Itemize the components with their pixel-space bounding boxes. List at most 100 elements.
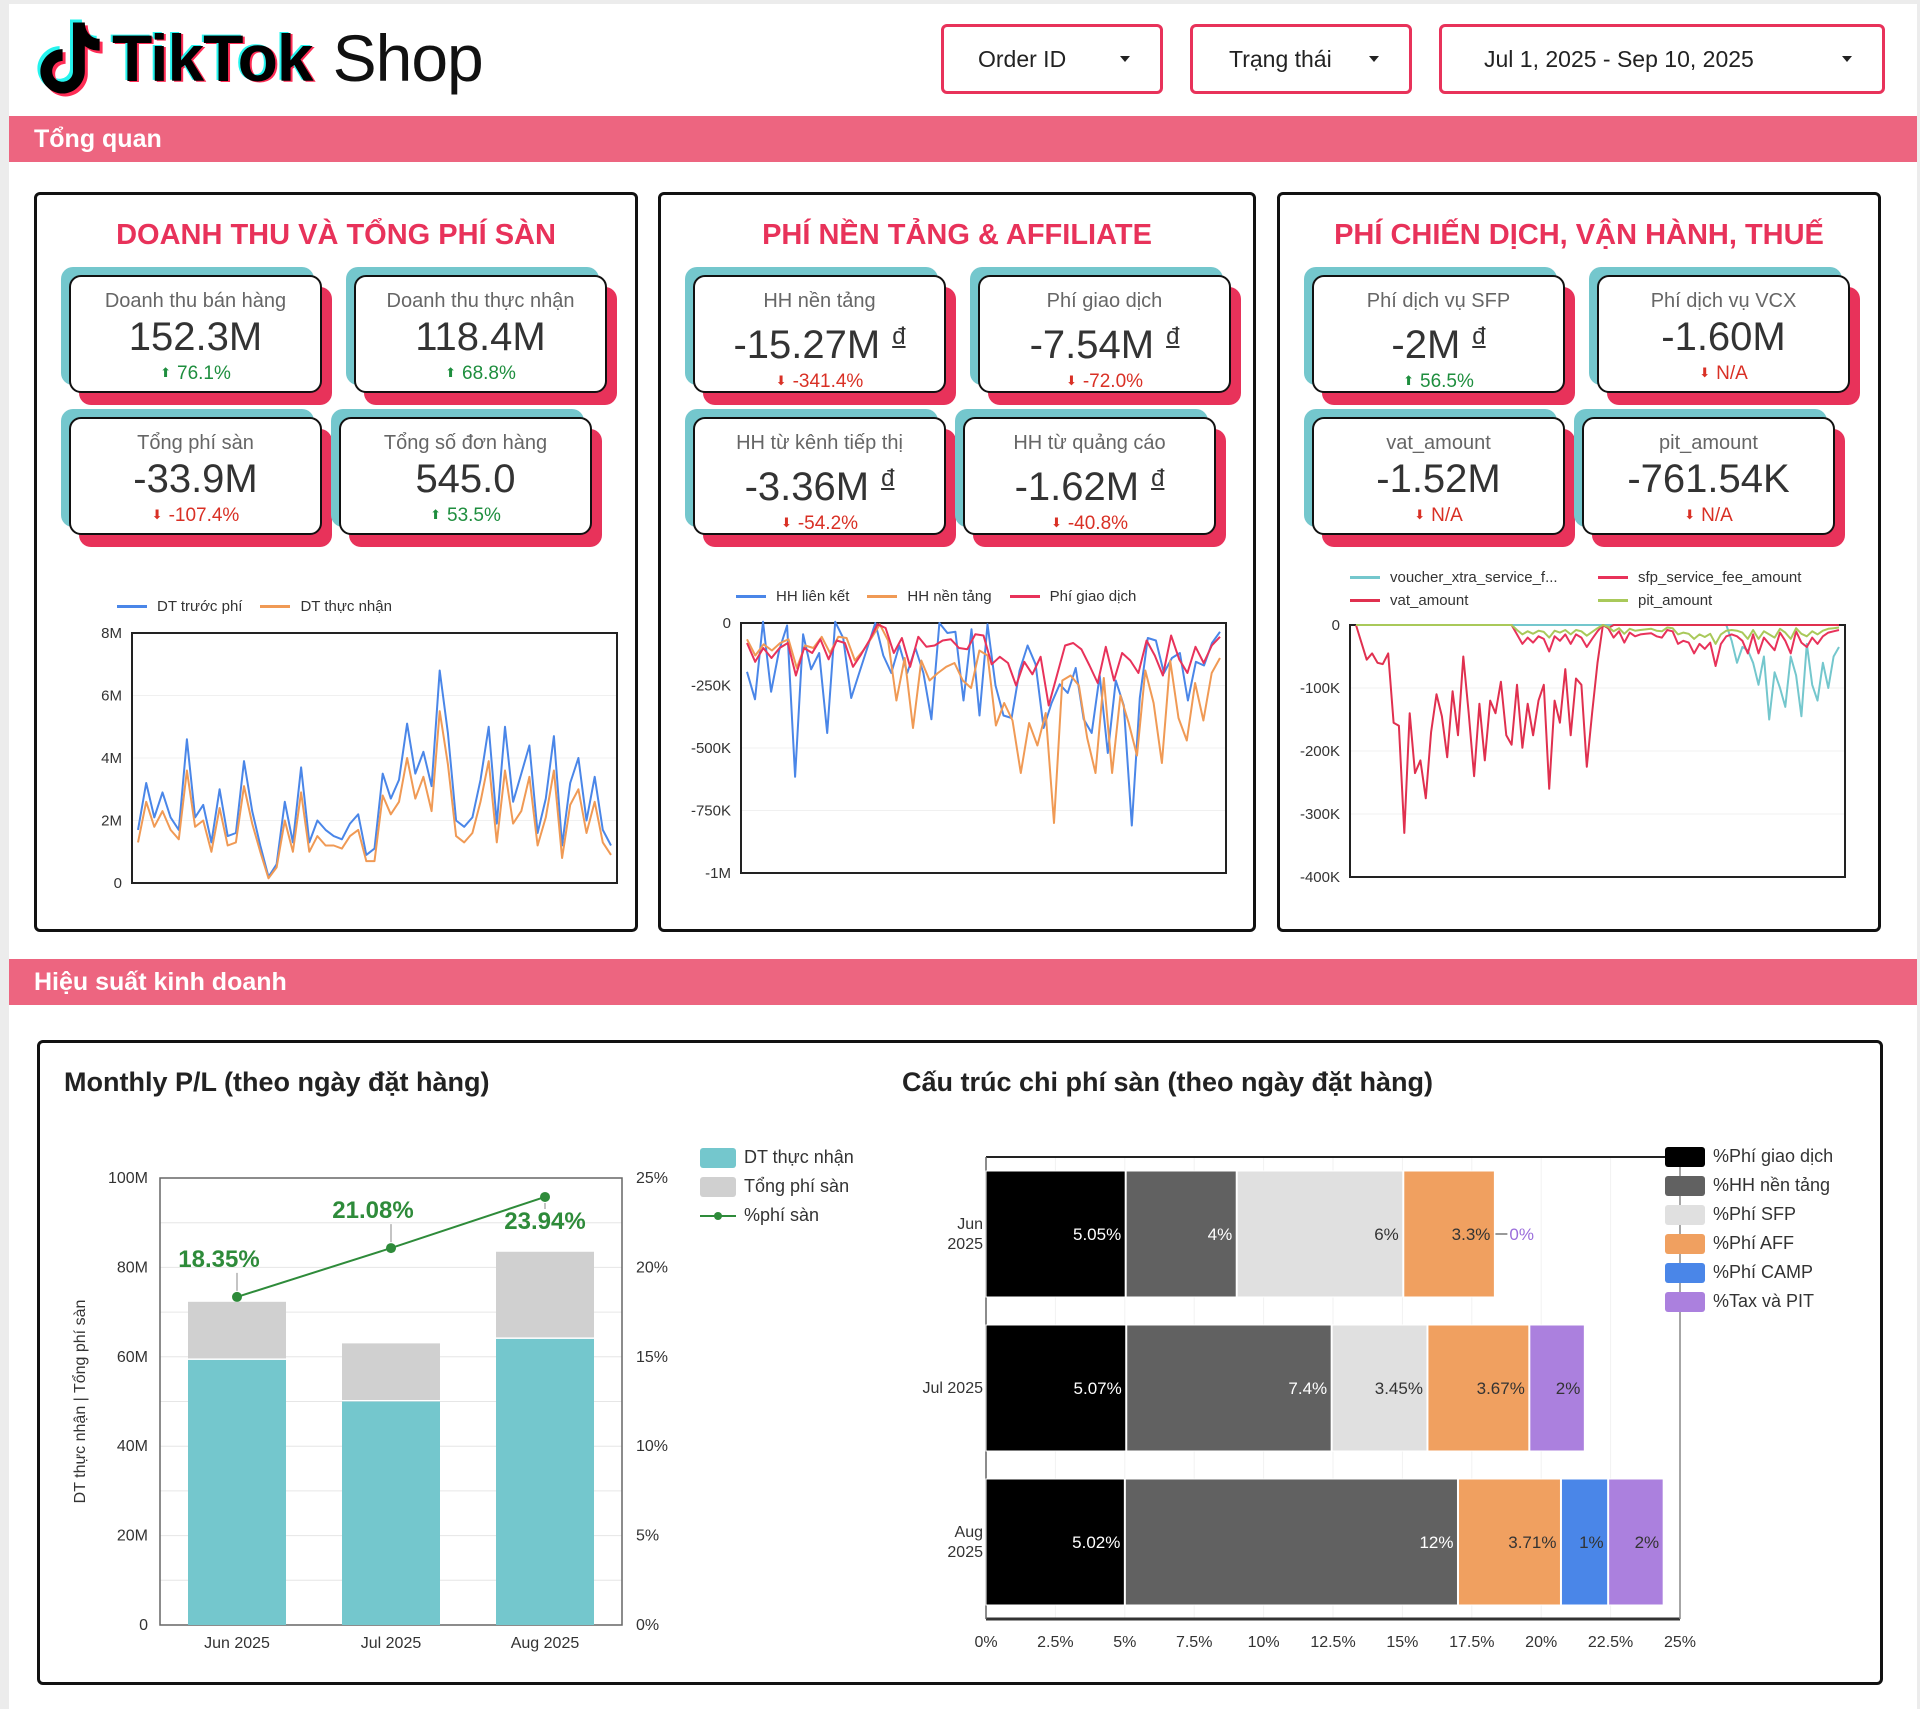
y-tick-label: -1M <box>705 865 731 882</box>
legend-item: voucher_xtra_service_f... <box>1350 569 1580 586</box>
arrow-down-icon: ⬇ <box>775 373 787 388</box>
kpi-delta: ⬇ -107.4% <box>71 505 320 527</box>
kpi-value-row: -7.54M đ <box>980 315 1229 367</box>
legend-swatch <box>1009 595 1040 598</box>
bar-fee <box>188 1301 286 1359</box>
legend-line-marker-icon <box>700 1211 736 1220</box>
kpi-card: HH từ kênh tiếp thị -3.36M đ ⬇ -54.2% <box>685 409 956 547</box>
kpi-delta: ⬆ 53.5% <box>341 505 590 527</box>
y-tick-label: 8M <box>101 627 122 642</box>
segment-1 <box>1126 1324 1332 1452</box>
kpi-card-body: HH từ kênh tiếp thị -3.36M đ ⬇ -54.2% <box>693 417 946 535</box>
y-axis-title: DT thực nhận | Tổng phí sàn <box>71 1300 89 1504</box>
kpi-label: HH từ kênh tiếp thị <box>736 432 903 454</box>
caret-down-icon <box>1842 56 1852 62</box>
currency-symbol: đ <box>1151 465 1165 492</box>
segment-5 <box>1529 1324 1585 1452</box>
kpi-label: Phí dịch vụ SFP <box>1366 290 1511 312</box>
y-tick-label: 6M <box>101 688 122 705</box>
chart-legend: DT trước phí DT thực nhận <box>117 598 410 615</box>
kpi-card: pit_amount -761.54K ⬇ N/A <box>1574 409 1845 547</box>
kpi-label: pit_amount <box>1659 432 1758 454</box>
kpi-value: -3.36M <box>744 465 870 509</box>
kpi-value: 545.0 <box>415 457 516 501</box>
order-id-filter[interactable]: Order ID <box>941 24 1163 94</box>
kpi-delta-value: 76.1% <box>177 363 231 384</box>
segment-label: 3.3% <box>1452 1225 1491 1244</box>
fee-structure-chart: 0% 2.5% 5% 7.5% 10% 12.5% 15% 17.5% 20% 22.5% 25% J… <box>923 1156 1696 1651</box>
pct-fee-label: 21.08% <box>332 1197 413 1224</box>
chart-legend: voucher_xtra_service_f... sfp_service_fe… <box>1350 569 1870 609</box>
kpi-card-body: Doanh thu bán hàng 152.3M ⬆ 76.1% <box>69 275 322 393</box>
revenue-line-chart: 0 2M 4M 6M 8M <box>101 627 618 892</box>
kpi-value-row: 545.0 <box>341 457 590 501</box>
kpi-delta: ⬇ -54.2% <box>695 513 944 535</box>
segment-label: 3.71% <box>1508 1533 1556 1552</box>
bar-fee <box>496 1251 594 1338</box>
x-tick-label: Jul 2025 <box>361 1635 422 1652</box>
currency-symbol: đ <box>881 465 895 492</box>
pct-fee-label: 18.35% <box>178 1246 259 1273</box>
y-tick-label: Jun <box>957 1216 983 1233</box>
legend-item: DT trước phí <box>117 598 242 615</box>
x-tick-label: 5% <box>1113 1634 1136 1651</box>
tiktok-shop-logo: TikTok Shop <box>34 18 484 98</box>
kpi-label: HH từ quảng cáo <box>1013 432 1166 454</box>
kpi-value: -7.54M <box>1029 323 1155 367</box>
filter-label: Trạng thái <box>1229 45 1332 72</box>
legend-item: %Phí SFP <box>1665 1200 1833 1229</box>
currency-symbol: đ <box>892 323 906 350</box>
kpi-delta: ⬇ -341.4% <box>695 371 944 393</box>
y-tick-label: 0 <box>723 615 731 632</box>
kpi-delta: ⬆ 76.1% <box>71 363 320 385</box>
kpi-delta-value: N/A <box>1716 363 1748 384</box>
date-range-filter[interactable]: Jul 1, 2025 - Sep 10, 2025 <box>1439 24 1885 94</box>
panel-revenue: DOANH THU VÀ TỔNG PHÍ SÀN DT trước phí D… <box>34 192 638 932</box>
legend-label: %phí sàn <box>744 1205 820 1225</box>
panel-title: PHÍ NỀN TẢNG & AFFILIATE <box>762 219 1152 251</box>
y-tick-label: 100M <box>108 1170 148 1187</box>
dashboard-page: TikTok Shop Order ID Trạng thái Jul 1, 20… <box>9 4 1917 1709</box>
legend-item: pit_amount <box>1598 592 1712 609</box>
x-tick-label: 17.5% <box>1449 1634 1494 1651</box>
series-line-3 <box>1356 624 1840 645</box>
legend-item: DT thực nhận <box>260 598 392 615</box>
segment-label: 2% <box>1635 1533 1660 1552</box>
fee-structure-title: Cấu trúc chi phí sàn (theo ngày đặt hàng… <box>902 1067 1434 1097</box>
legend-label: Phí giao dịch <box>1049 588 1137 605</box>
kpi-value-row: -761.54K <box>1584 457 1833 501</box>
segment-5 <box>1608 1478 1664 1606</box>
legend-item: %Phí AFF <box>1665 1229 1833 1258</box>
x-tick-label: 22.5% <box>1588 1634 1633 1651</box>
series-line-0 <box>746 620 1221 827</box>
kpi-delta: ⬇ N/A <box>1599 363 1848 385</box>
y-tick-label: Jul 2025 <box>923 1380 984 1397</box>
kpi-card: Phí giao dịch -7.54M đ ⬇ -72.0% <box>970 267 1241 405</box>
kpi-label: Phí dịch vụ VCX <box>1650 290 1797 312</box>
kpi-delta-value: 53.5% <box>447 505 501 526</box>
kpi-value-row: -1.62M đ <box>965 457 1214 509</box>
kpi-card-body: Tổng số đơn hàng 545.0 ⬆ 53.5% <box>339 417 592 535</box>
legend-swatch <box>1665 1204 1705 1225</box>
segment-label: 4% <box>1208 1225 1233 1244</box>
y-tick-label: 0 <box>114 875 122 892</box>
kpi-value-row: -1.60M <box>1599 315 1848 359</box>
kpi-delta: ⬇ -40.8% <box>965 513 1214 535</box>
kpi-value: 118.4M <box>415 315 546 359</box>
kpi-card: Tổng số đơn hàng 545.0 ⬆ 53.5% <box>331 409 602 547</box>
legend-item: HH nền tảng <box>867 588 992 605</box>
kpi-value: 152.3M <box>128 315 263 359</box>
kpi-label: Doanh thu bán hàng <box>104 290 287 312</box>
section-header-overview: Tổng quan <box>9 116 1917 162</box>
legend-swatch <box>1665 1146 1705 1167</box>
status-filter[interactable]: Trạng thái <box>1190 24 1412 94</box>
arrow-up-icon: ⬆ <box>1403 373 1415 388</box>
legend-item: %Phí giao dịch <box>1665 1142 1833 1171</box>
y2-tick-label: 10% <box>636 1438 668 1455</box>
segment-label: 12% <box>1419 1533 1453 1552</box>
segment-0 <box>985 1324 1127 1452</box>
y-tick-label: -250K <box>691 678 731 695</box>
monthly-pl-chart: 0 0% 20M 5% 40M 10% 60M 15% 80M 20% 100M 25% DT thực… <box>71 1170 668 1652</box>
x-tick-label: Jun 2025 <box>204 1635 270 1652</box>
segment-0 <box>985 1170 1126 1298</box>
